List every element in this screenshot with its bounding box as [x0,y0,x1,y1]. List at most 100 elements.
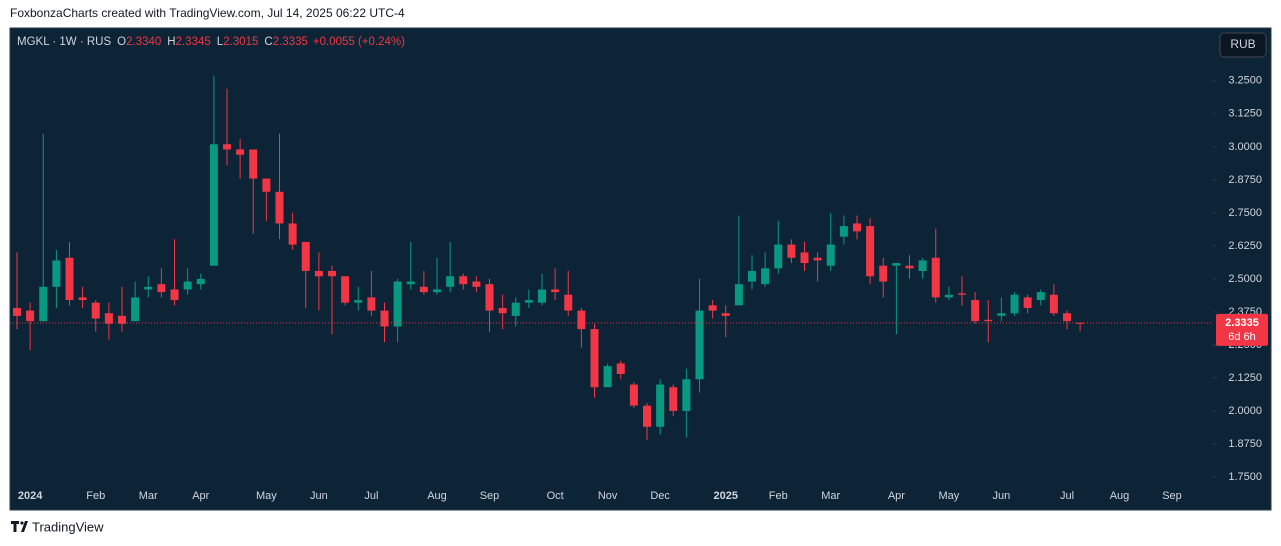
candle-body [446,276,455,287]
candle-body [564,294,573,311]
legend-key: O [117,36,126,48]
x-tick-label: Apr [192,490,209,502]
y-tick-label: 2.0000 [1228,405,1262,417]
candle-body [236,149,245,155]
candle-body [367,297,376,311]
legend-key: L [217,36,224,48]
legend-value: 2.3015 [223,36,258,48]
x-tick-label: Jul [1060,490,1074,502]
candle-body [826,244,835,266]
candle-body [275,191,284,224]
candle-body [905,265,914,269]
y-tick-label: 1.8750 [1228,438,1262,450]
candle-body [406,281,415,285]
x-tick-label: Sep [480,490,500,502]
candle-body [459,276,468,285]
x-tick-label: Jun [310,490,328,502]
symbol: MGKL · 1W · RUS [17,36,111,48]
candle-body [170,289,179,301]
candle-body [380,310,389,327]
y-tick-label: 3.0000 [1228,141,1262,153]
x-tick-label: May [938,490,959,502]
candle-body [91,302,100,319]
candle-body [971,300,980,322]
candle-body [997,313,1006,316]
x-tick-label: Apr [888,490,905,502]
candle-body [104,313,113,324]
legend-value: 2.3335 [273,36,308,48]
x-tick-label: Mar [821,490,840,502]
candle-body [314,270,323,277]
candle-body [393,281,402,327]
candle-body [249,149,258,179]
candle-body [1076,322,1085,324]
candle-body [682,379,691,411]
x-tick-label: May [256,490,277,502]
currency-button[interactable] [1219,32,1267,58]
candle-body [131,297,140,322]
x-tick-label: Oct [547,490,564,502]
y-tick-label: 2.1250 [1228,372,1262,384]
candle-body [734,284,743,306]
candle-body [853,223,861,232]
x-tick-label: Aug [1110,490,1130,502]
chart-panel [9,27,1272,511]
candle-body [196,278,205,285]
candle-body [262,178,271,192]
y-tick-label: 2.6250 [1228,240,1262,252]
x-tick-label: Jul [364,490,378,502]
y-tick-label: 2.7500 [1228,207,1262,219]
candle-body [839,226,848,237]
candle-body [551,289,560,293]
candle-body [800,252,809,264]
x-tick-label: Feb [86,490,105,502]
candle-body [288,223,297,245]
candle-body [419,286,428,293]
candle-body [328,270,336,277]
x-tick-label: Feb [769,490,788,502]
candle-body [118,315,126,324]
candle-body [1036,292,1045,301]
candle-body [761,268,770,285]
candle-body [603,366,612,388]
legend-value: 2.3340 [126,36,161,48]
candle-body [669,387,678,411]
candle-body [157,284,166,293]
candle-body [892,263,901,266]
candle-body [787,244,796,258]
candle-body [1049,294,1058,314]
candle-body [65,257,74,301]
x-tick-label: 2025 [714,490,738,502]
candle-body [498,307,507,314]
x-tick-label: Jun [993,490,1011,502]
x-tick-label: Nov [598,490,618,502]
candle-body [1010,294,1019,314]
candle-body [931,257,940,298]
candle-body [1063,313,1071,322]
candle-body [538,289,546,303]
candle-body [354,300,363,303]
legend-key: H [167,36,175,48]
x-tick-label: Dec [650,490,670,502]
candle-body [1023,297,1032,308]
candle-body [958,293,966,295]
y-tick-label: 3.1250 [1228,108,1262,120]
candle-body [708,305,717,311]
candle-body [629,384,638,406]
candle-body [984,319,993,322]
x-tick-label: Aug [427,490,447,502]
candle-body [944,294,953,298]
x-tick-label: Mar [139,490,158,502]
legend-value: 2.3345 [176,36,211,48]
last-price-tag [1216,313,1268,346]
legend-change: +0.0055 (+0.24%) [313,36,405,48]
currency[interactable]: RUB [1230,37,1255,51]
candle-body [26,310,35,322]
candle-body [183,281,192,290]
legend: MGKL · 1W · RUS O2.3340 H2.3345 L2.3015 C2.3… [17,36,405,48]
candle-body [39,286,48,322]
countdown: 6d 6h [1228,331,1256,343]
candle-body [341,276,350,303]
